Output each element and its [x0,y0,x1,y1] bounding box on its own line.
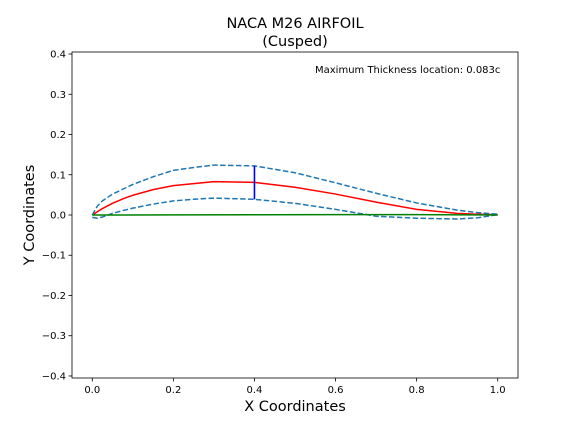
x-tick-label: 0.4 [247,385,263,396]
y-tick-label: 0.1 [50,170,66,181]
y-axis-label: Y Coordinates [22,165,38,267]
series-line-2 [91,164,498,216]
y-axis-ticks: −0.4 −0.3 −0.2 −0.1 0.0 0.1 0.2 0.3 0.4 [42,50,72,382]
x-axis-ticks: 0.0 0.2 0.4 0.6 0.8 1.0 [84,378,506,396]
x-tick-label: 0.2 [165,385,181,396]
chart-title: NACA M26 AIRFOIL [226,16,363,32]
y-tick-label: 0.3 [50,90,66,101]
y-tick-label: −0.4 [42,371,66,382]
x-tick-label: 0.0 [84,385,100,396]
series-line-1 [91,180,498,216]
y-tick-label: −0.1 [42,251,66,262]
max-thickness-annotation: Maximum Thickness location: 0.083c [315,65,500,76]
plot-area [71,51,519,379]
y-tick-label: 0.0 [50,211,66,222]
y-tick-label: 0.2 [50,130,66,141]
chart-subtitle: (Cusped) [262,34,328,50]
x-tick-label: 1.0 [490,385,506,396]
series-line-3 [92,197,498,220]
x-tick-label: 0.8 [409,385,425,396]
series-layer [91,164,498,220]
y-tick-label: 0.4 [50,50,66,61]
y-tick-label: −0.2 [42,291,66,302]
x-tick-label: 0.6 [328,385,344,396]
y-tick-label: −0.3 [42,331,66,342]
x-axis-label: X Coordinates [244,399,346,415]
